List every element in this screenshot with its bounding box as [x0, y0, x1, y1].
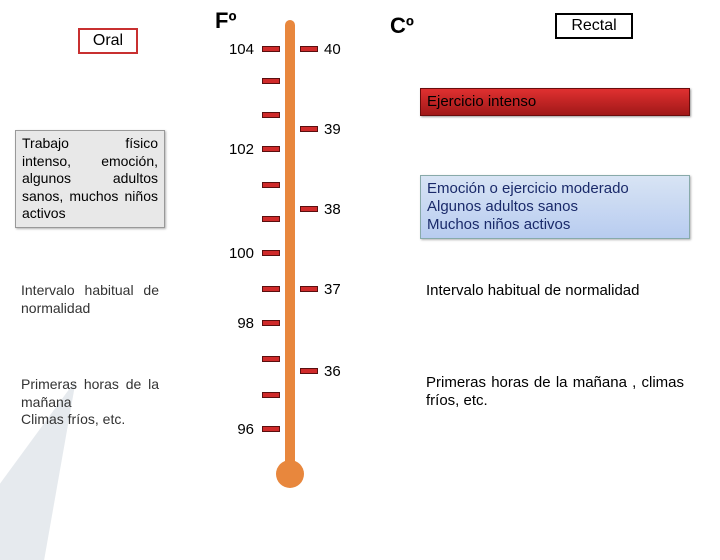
tick-left: [262, 146, 280, 152]
tick-right: [300, 286, 318, 292]
oral-badge: Oral: [78, 28, 138, 54]
tick-left: [262, 356, 280, 362]
tick-label-c: 36: [324, 363, 341, 380]
thermometer-stem: [285, 20, 295, 470]
tick-right: [300, 206, 318, 212]
left-box-0: Trabajo físico intenso, emoción, algunos…: [15, 130, 165, 228]
tick-label-c: 38: [324, 201, 341, 218]
tick-label-c: 40: [324, 41, 341, 58]
tick-left: [262, 392, 280, 398]
tick-left: [262, 112, 280, 118]
tick-label-c: 39: [324, 121, 341, 138]
tick-left: [262, 78, 280, 84]
right-box-0: Ejercicio intenso: [420, 88, 690, 116]
f-scale-label: Fº: [215, 8, 236, 34]
right-box-3: Primeras horas de la mañana , climas frí…: [420, 370, 690, 414]
left-box-2: Primeras horas de la mañana Climas fríos…: [15, 372, 165, 433]
rectal-badge: Rectal: [555, 13, 633, 39]
tick-left: [262, 426, 280, 432]
tick-right: [300, 368, 318, 374]
tick-label-f: 98: [214, 315, 254, 332]
tick-left: [262, 320, 280, 326]
tick-left: [262, 286, 280, 292]
right-box-1: Emoción o ejercicio moderado Algunos adu…: [420, 175, 690, 239]
tick-left: [262, 250, 280, 256]
tick-left: [262, 182, 280, 188]
left-box-1: Intervalo habitual de normalidad: [15, 278, 165, 321]
right-box-2: Intervalo habitual de normalidad: [420, 278, 690, 304]
tick-label-f: 96: [214, 421, 254, 438]
tick-label-f: 102: [214, 141, 254, 158]
c-scale-label: Cº: [390, 13, 414, 39]
tick-label-c: 37: [324, 281, 341, 298]
tick-left: [262, 216, 280, 222]
thermometer-bulb: [276, 460, 304, 488]
tick-right: [300, 46, 318, 52]
tick-left: [262, 46, 280, 52]
tick-label-f: 104: [214, 41, 254, 58]
tick-right: [300, 126, 318, 132]
tick-label-f: 100: [214, 245, 254, 262]
